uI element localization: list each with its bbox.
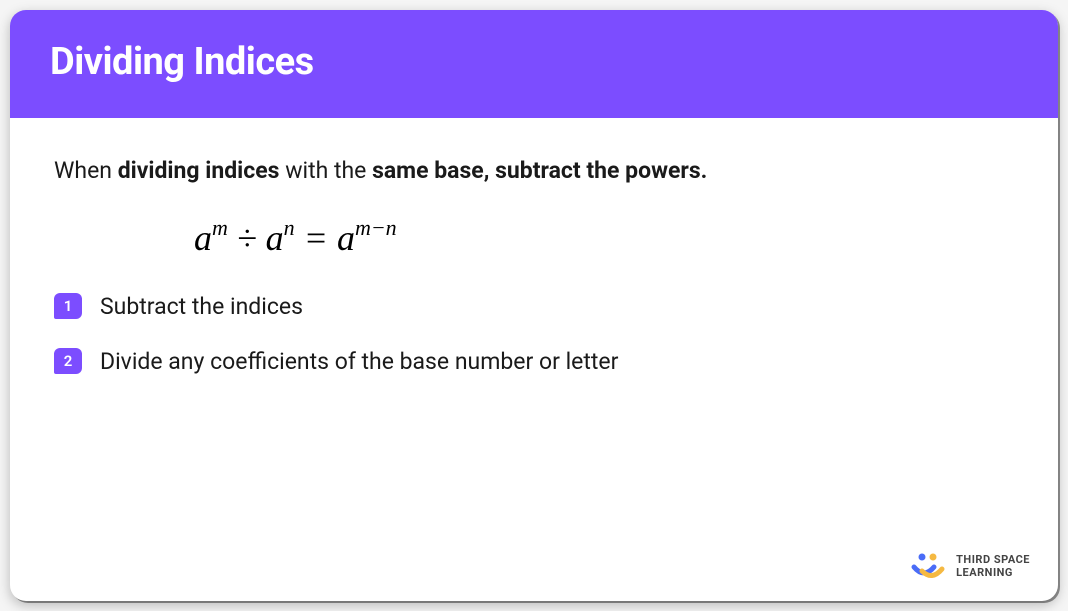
formula-base-2: a bbox=[266, 218, 284, 258]
step-item: 1 Subtract the indices bbox=[54, 293, 1014, 320]
formula-eq: = bbox=[295, 218, 337, 258]
formula-base-1: a bbox=[194, 218, 212, 258]
formula-base-3: a bbox=[337, 218, 355, 258]
step-badge: 2 bbox=[54, 348, 82, 374]
intro-prefix: When bbox=[54, 157, 118, 184]
steps-list: 1 Subtract the indices 2 Divide any coef… bbox=[54, 293, 1014, 375]
info-card: Dividing Indices When dividing indices w… bbox=[10, 10, 1058, 601]
formula-exp-3: m−n bbox=[355, 215, 397, 240]
brand-text: THIRD SPACE LEARNING bbox=[956, 553, 1030, 579]
step-text: Subtract the indices bbox=[100, 293, 303, 320]
brand-footer: THIRD SPACE LEARNING bbox=[910, 551, 1030, 581]
formula-exp-2: n bbox=[284, 215, 295, 240]
brand-line-2: LEARNING bbox=[956, 566, 1030, 579]
formula-op: ÷ bbox=[228, 218, 266, 258]
step-text: Divide any coefficients of the base numb… bbox=[100, 348, 618, 375]
formula: am ÷ an = am−n bbox=[194, 217, 1014, 259]
intro-bold-1: dividing indices bbox=[118, 157, 280, 184]
card-header: Dividing Indices bbox=[10, 10, 1058, 118]
step-item: 2 Divide any coefficients of the base nu… bbox=[54, 348, 1014, 375]
card-title: Dividing Indices bbox=[50, 40, 1018, 84]
brand-line-1: THIRD SPACE bbox=[956, 553, 1030, 566]
intro-bold-2: same base, subtract the powers. bbox=[372, 157, 707, 184]
formula-exp-1: m bbox=[212, 215, 228, 240]
step-badge: 1 bbox=[54, 293, 82, 319]
intro-mid: with the bbox=[279, 157, 372, 184]
brand-logo-icon bbox=[910, 551, 946, 581]
card-content: When dividing indices with the same base… bbox=[10, 118, 1058, 601]
intro-text: When dividing indices with the same base… bbox=[54, 154, 1014, 189]
